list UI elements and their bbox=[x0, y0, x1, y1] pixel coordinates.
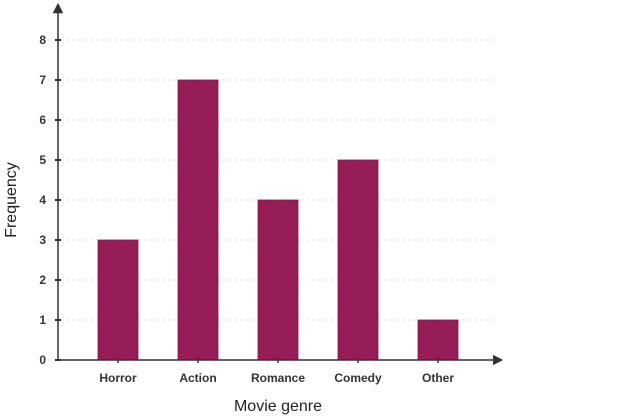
y-tick-label: 6 bbox=[39, 113, 46, 127]
bars bbox=[97, 79, 459, 361]
y-tick-label: 1 bbox=[39, 313, 46, 327]
bar-action bbox=[177, 79, 219, 361]
y-tick-label: 3 bbox=[39, 233, 46, 247]
y-tick-label: 4 bbox=[39, 193, 46, 207]
bar-comedy bbox=[337, 159, 379, 361]
x-tick-label: Horror bbox=[99, 371, 137, 385]
x-tick-label: Romance bbox=[251, 371, 305, 385]
bar-romance bbox=[257, 199, 299, 361]
y-axis-title: Frequency bbox=[3, 162, 20, 238]
y-tick-label: 7 bbox=[39, 73, 46, 87]
x-axis-ticks: Horror Action Romance Comedy Other bbox=[99, 357, 454, 385]
x-tick-label: Action bbox=[179, 371, 216, 385]
bar-horror bbox=[97, 239, 139, 361]
y-axis-ticks: 0 1 2 3 4 5 6 7 8 bbox=[39, 33, 61, 367]
y-tick-label: 8 bbox=[39, 33, 46, 47]
x-axis-title: Movie genre bbox=[234, 398, 322, 415]
y-tick-label: 2 bbox=[39, 273, 46, 287]
x-tick-label: Other bbox=[422, 371, 454, 385]
y-tick-label: 0 bbox=[39, 353, 46, 367]
bar-other bbox=[417, 319, 459, 361]
x-tick-label: Comedy bbox=[334, 371, 382, 385]
y-tick-label: 5 bbox=[39, 153, 46, 167]
